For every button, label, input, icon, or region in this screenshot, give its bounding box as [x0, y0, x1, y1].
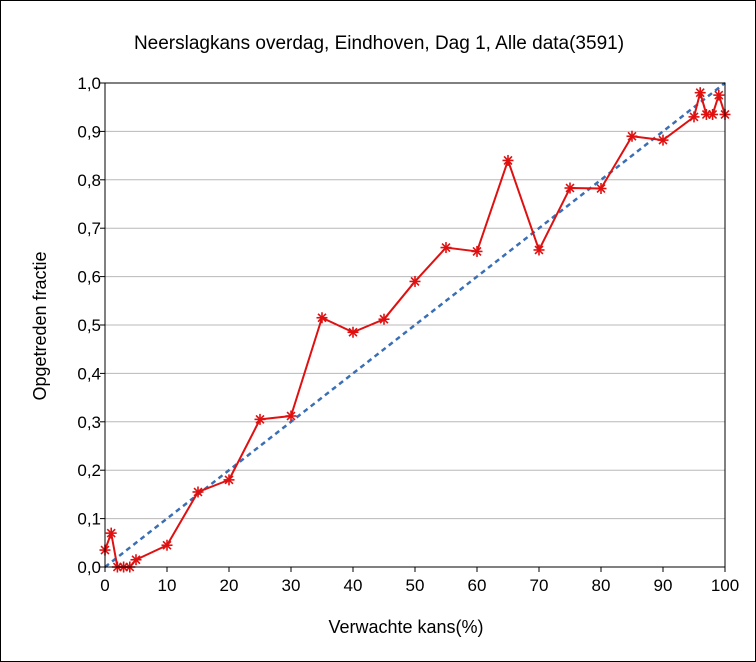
- data-point: [564, 182, 576, 194]
- x-tick-label: 20: [220, 576, 239, 595]
- x-tick-label: 100: [711, 576, 739, 595]
- y-tick-label: 0,5: [77, 316, 101, 335]
- x-tick-label: 40: [344, 576, 363, 595]
- x-tick-label: 50: [406, 576, 425, 595]
- data-point: [626, 130, 638, 142]
- y-tick-label: 0,7: [77, 219, 101, 238]
- data-point: [533, 244, 545, 256]
- y-tick-label: 0,1: [77, 510, 101, 529]
- data-point: [130, 554, 142, 566]
- x-tick-label: 80: [592, 576, 611, 595]
- y-tick-label: 0,3: [77, 413, 101, 432]
- data-point: [161, 539, 173, 551]
- data-point: [657, 134, 669, 146]
- chart-title: Neerslagkans overdag, Eindhoven, Dag 1, …: [134, 33, 624, 54]
- x-tick-label: 70: [530, 576, 549, 595]
- x-axis-title: Verwachte kans(%): [328, 617, 483, 637]
- y-tick-label: 1,0: [77, 74, 101, 93]
- y-tick-labels: 0,0 0,1 0,2 0,3 0,4 0,5 0,6 0,7 0,8 0,9 1,0: [77, 74, 105, 577]
- data-point: [105, 527, 117, 539]
- y-tick-label: 0,8: [77, 171, 101, 190]
- x-tick-label: 0: [100, 576, 109, 595]
- data-point: [254, 413, 266, 425]
- plot-area-border: [104, 82, 726, 568]
- x-tick-label: 90: [654, 576, 673, 595]
- y-tick-label: 0,0: [77, 558, 101, 577]
- data-point: [316, 312, 328, 324]
- y-tick-label: 0,6: [77, 268, 101, 287]
- y-tick-label: 0,4: [77, 364, 101, 383]
- x-tick-label: 10: [158, 576, 177, 595]
- data-point: [595, 183, 607, 195]
- data-point: [440, 242, 452, 254]
- data-point: [347, 326, 359, 338]
- data-point: [223, 474, 235, 486]
- x-tick-labels: 0 10 20 30 40 50 60 70 80 90 100: [100, 567, 739, 595]
- x-tick-label: 30: [282, 576, 301, 595]
- x-tick-label: 60: [468, 576, 487, 595]
- data-point: [192, 486, 204, 498]
- data-point: [378, 313, 390, 325]
- data-point: [471, 245, 483, 257]
- y-tick-label: 0,9: [77, 122, 101, 141]
- data-point: [688, 111, 700, 123]
- y-tick-label: 0,2: [77, 461, 101, 480]
- data-point: [502, 154, 514, 166]
- y-axis-title: Opgetreden fractie: [30, 251, 50, 400]
- data-point: [707, 108, 719, 120]
- data-point: [285, 410, 297, 422]
- observed-series: [99, 87, 731, 573]
- data-point: [694, 87, 706, 99]
- data-point: [713, 89, 725, 101]
- data-point: [409, 275, 421, 287]
